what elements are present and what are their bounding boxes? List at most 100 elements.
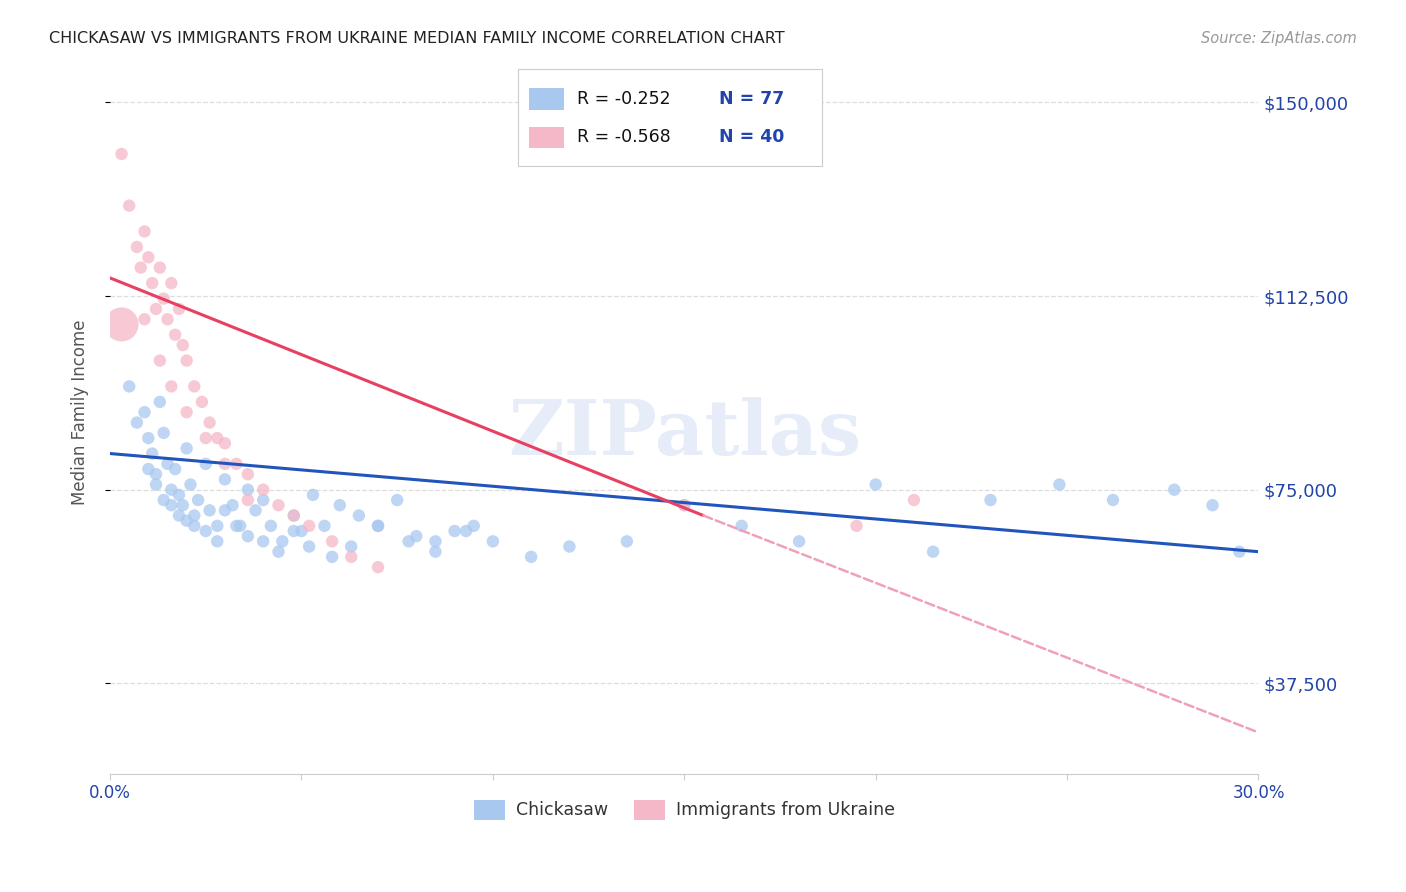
Point — [979, 493, 1001, 508]
Point — [367, 519, 389, 533]
Point — [236, 493, 259, 508]
Point — [845, 519, 868, 533]
Point — [160, 379, 183, 393]
Point — [221, 498, 243, 512]
Point — [252, 493, 274, 508]
Point — [1227, 544, 1250, 558]
Point — [865, 477, 887, 491]
Point — [152, 425, 174, 440]
Point — [616, 534, 638, 549]
Point — [160, 498, 183, 512]
Point — [298, 540, 321, 554]
Point — [405, 529, 427, 543]
Point — [145, 467, 167, 482]
Point — [229, 519, 252, 533]
Point — [340, 540, 363, 554]
Point — [167, 301, 190, 316]
Point — [236, 483, 259, 497]
Point — [1047, 477, 1070, 491]
Point — [134, 405, 156, 419]
Point — [673, 498, 696, 512]
Point — [271, 534, 294, 549]
Point — [156, 312, 179, 326]
Point — [160, 276, 183, 290]
Point — [321, 549, 343, 564]
Point — [1163, 483, 1185, 497]
Point — [149, 353, 172, 368]
Point — [425, 534, 447, 549]
Point — [141, 446, 163, 460]
Point — [398, 534, 420, 549]
Point — [187, 493, 209, 508]
Point — [340, 549, 363, 564]
Point — [236, 467, 259, 482]
Point — [198, 416, 221, 430]
Point — [134, 224, 156, 238]
Point — [138, 250, 160, 264]
Point — [454, 524, 477, 538]
Text: R = -0.252: R = -0.252 — [578, 90, 671, 108]
Text: N = 40: N = 40 — [718, 128, 785, 146]
Point — [183, 508, 205, 523]
Point — [214, 472, 236, 486]
Point — [149, 395, 172, 409]
Point — [176, 353, 198, 368]
Point — [160, 483, 183, 497]
Point — [302, 488, 325, 502]
Point — [141, 276, 163, 290]
Point — [118, 379, 141, 393]
Point — [110, 318, 132, 332]
Point — [260, 519, 283, 533]
Point — [1201, 498, 1223, 512]
Point — [731, 519, 754, 533]
Point — [283, 508, 305, 523]
Text: ZIPatlas: ZIPatlas — [508, 397, 860, 471]
Point — [207, 534, 229, 549]
Point — [558, 540, 581, 554]
Text: CHICKASAW VS IMMIGRANTS FROM UKRAINE MEDIAN FAMILY INCOME CORRELATION CHART: CHICKASAW VS IMMIGRANTS FROM UKRAINE MED… — [49, 31, 785, 46]
Point — [156, 457, 179, 471]
FancyBboxPatch shape — [517, 69, 823, 167]
Point — [1102, 493, 1125, 508]
Point — [347, 508, 370, 523]
Point — [118, 199, 141, 213]
Point — [283, 524, 305, 538]
Point — [267, 544, 290, 558]
Point — [787, 534, 810, 549]
Point — [191, 395, 214, 409]
Point — [134, 312, 156, 326]
Point — [172, 338, 194, 352]
Text: Source: ZipAtlas.com: Source: ZipAtlas.com — [1201, 31, 1357, 46]
Point — [225, 457, 247, 471]
Point — [138, 431, 160, 445]
Point — [179, 477, 201, 491]
Point — [176, 442, 198, 456]
Point — [125, 240, 148, 254]
Point — [267, 498, 290, 512]
Y-axis label: Median Family Income: Median Family Income — [72, 319, 89, 505]
Point — [176, 514, 198, 528]
Point — [129, 260, 152, 275]
Point — [145, 477, 167, 491]
Text: R = -0.568: R = -0.568 — [578, 128, 671, 146]
Point — [125, 416, 148, 430]
Legend: Chickasaw, Immigrants from Ukraine: Chickasaw, Immigrants from Ukraine — [467, 793, 901, 827]
Point — [252, 534, 274, 549]
Point — [214, 503, 236, 517]
Point — [236, 529, 259, 543]
Point — [520, 549, 543, 564]
Point — [329, 498, 352, 512]
Point — [145, 301, 167, 316]
Point — [110, 147, 132, 161]
Point — [903, 493, 925, 508]
Point — [443, 524, 465, 538]
Point — [152, 292, 174, 306]
Point — [198, 503, 221, 517]
Point — [194, 524, 217, 538]
Text: N = 77: N = 77 — [718, 90, 785, 108]
Point — [207, 519, 229, 533]
Point — [367, 519, 389, 533]
Point — [283, 508, 305, 523]
Point — [245, 503, 267, 517]
Point — [673, 498, 696, 512]
